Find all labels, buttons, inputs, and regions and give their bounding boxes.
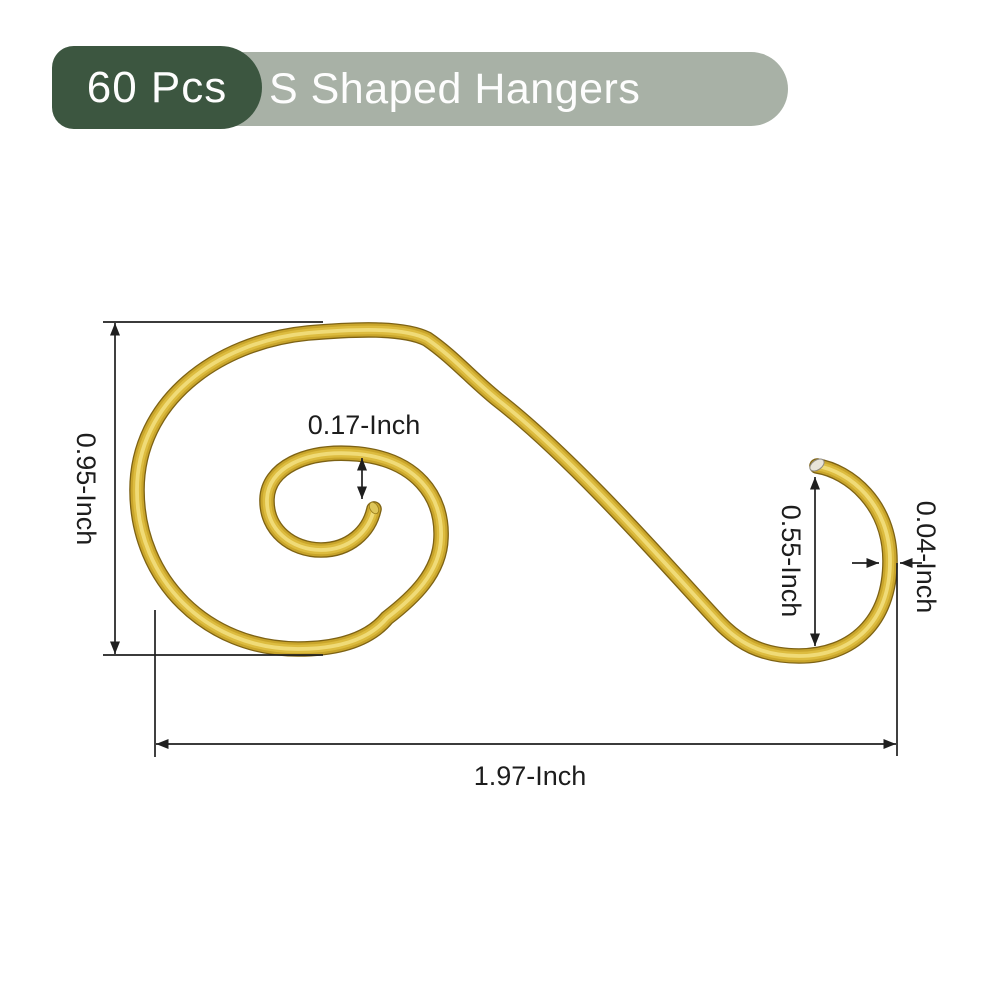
- s-hook-wire: [129, 322, 898, 664]
- wire-tip-cut-face: [809, 458, 825, 472]
- inner-gap-dimension-label: 0.17-Inch: [308, 410, 421, 440]
- product-name-label: S Shaped Hangers: [269, 65, 641, 113]
- wire-diameter-dimension-label: 0.04-Inch: [911, 501, 941, 614]
- height-dimension-label: 0.95-Inch: [71, 433, 101, 546]
- title-badge: S Shaped Hangers 60 Pcs: [0, 0, 1000, 160]
- wire-highlight: [135, 328, 892, 658]
- dimension-lines: [103, 321, 922, 757]
- piece-count-pill: 60 Pcs: [52, 46, 262, 129]
- spiral-tip-cut-face: [368, 501, 380, 515]
- dimension-labels: 0.95-Inch 0.17-Inch 0.55-Inch 0.04-Inch …: [71, 410, 941, 791]
- hook-opening-dimension-label: 0.55-Inch: [776, 505, 806, 618]
- piece-count-label: 60 Pcs: [86, 63, 228, 112]
- length-dimension-label: 1.97-Inch: [474, 761, 587, 791]
